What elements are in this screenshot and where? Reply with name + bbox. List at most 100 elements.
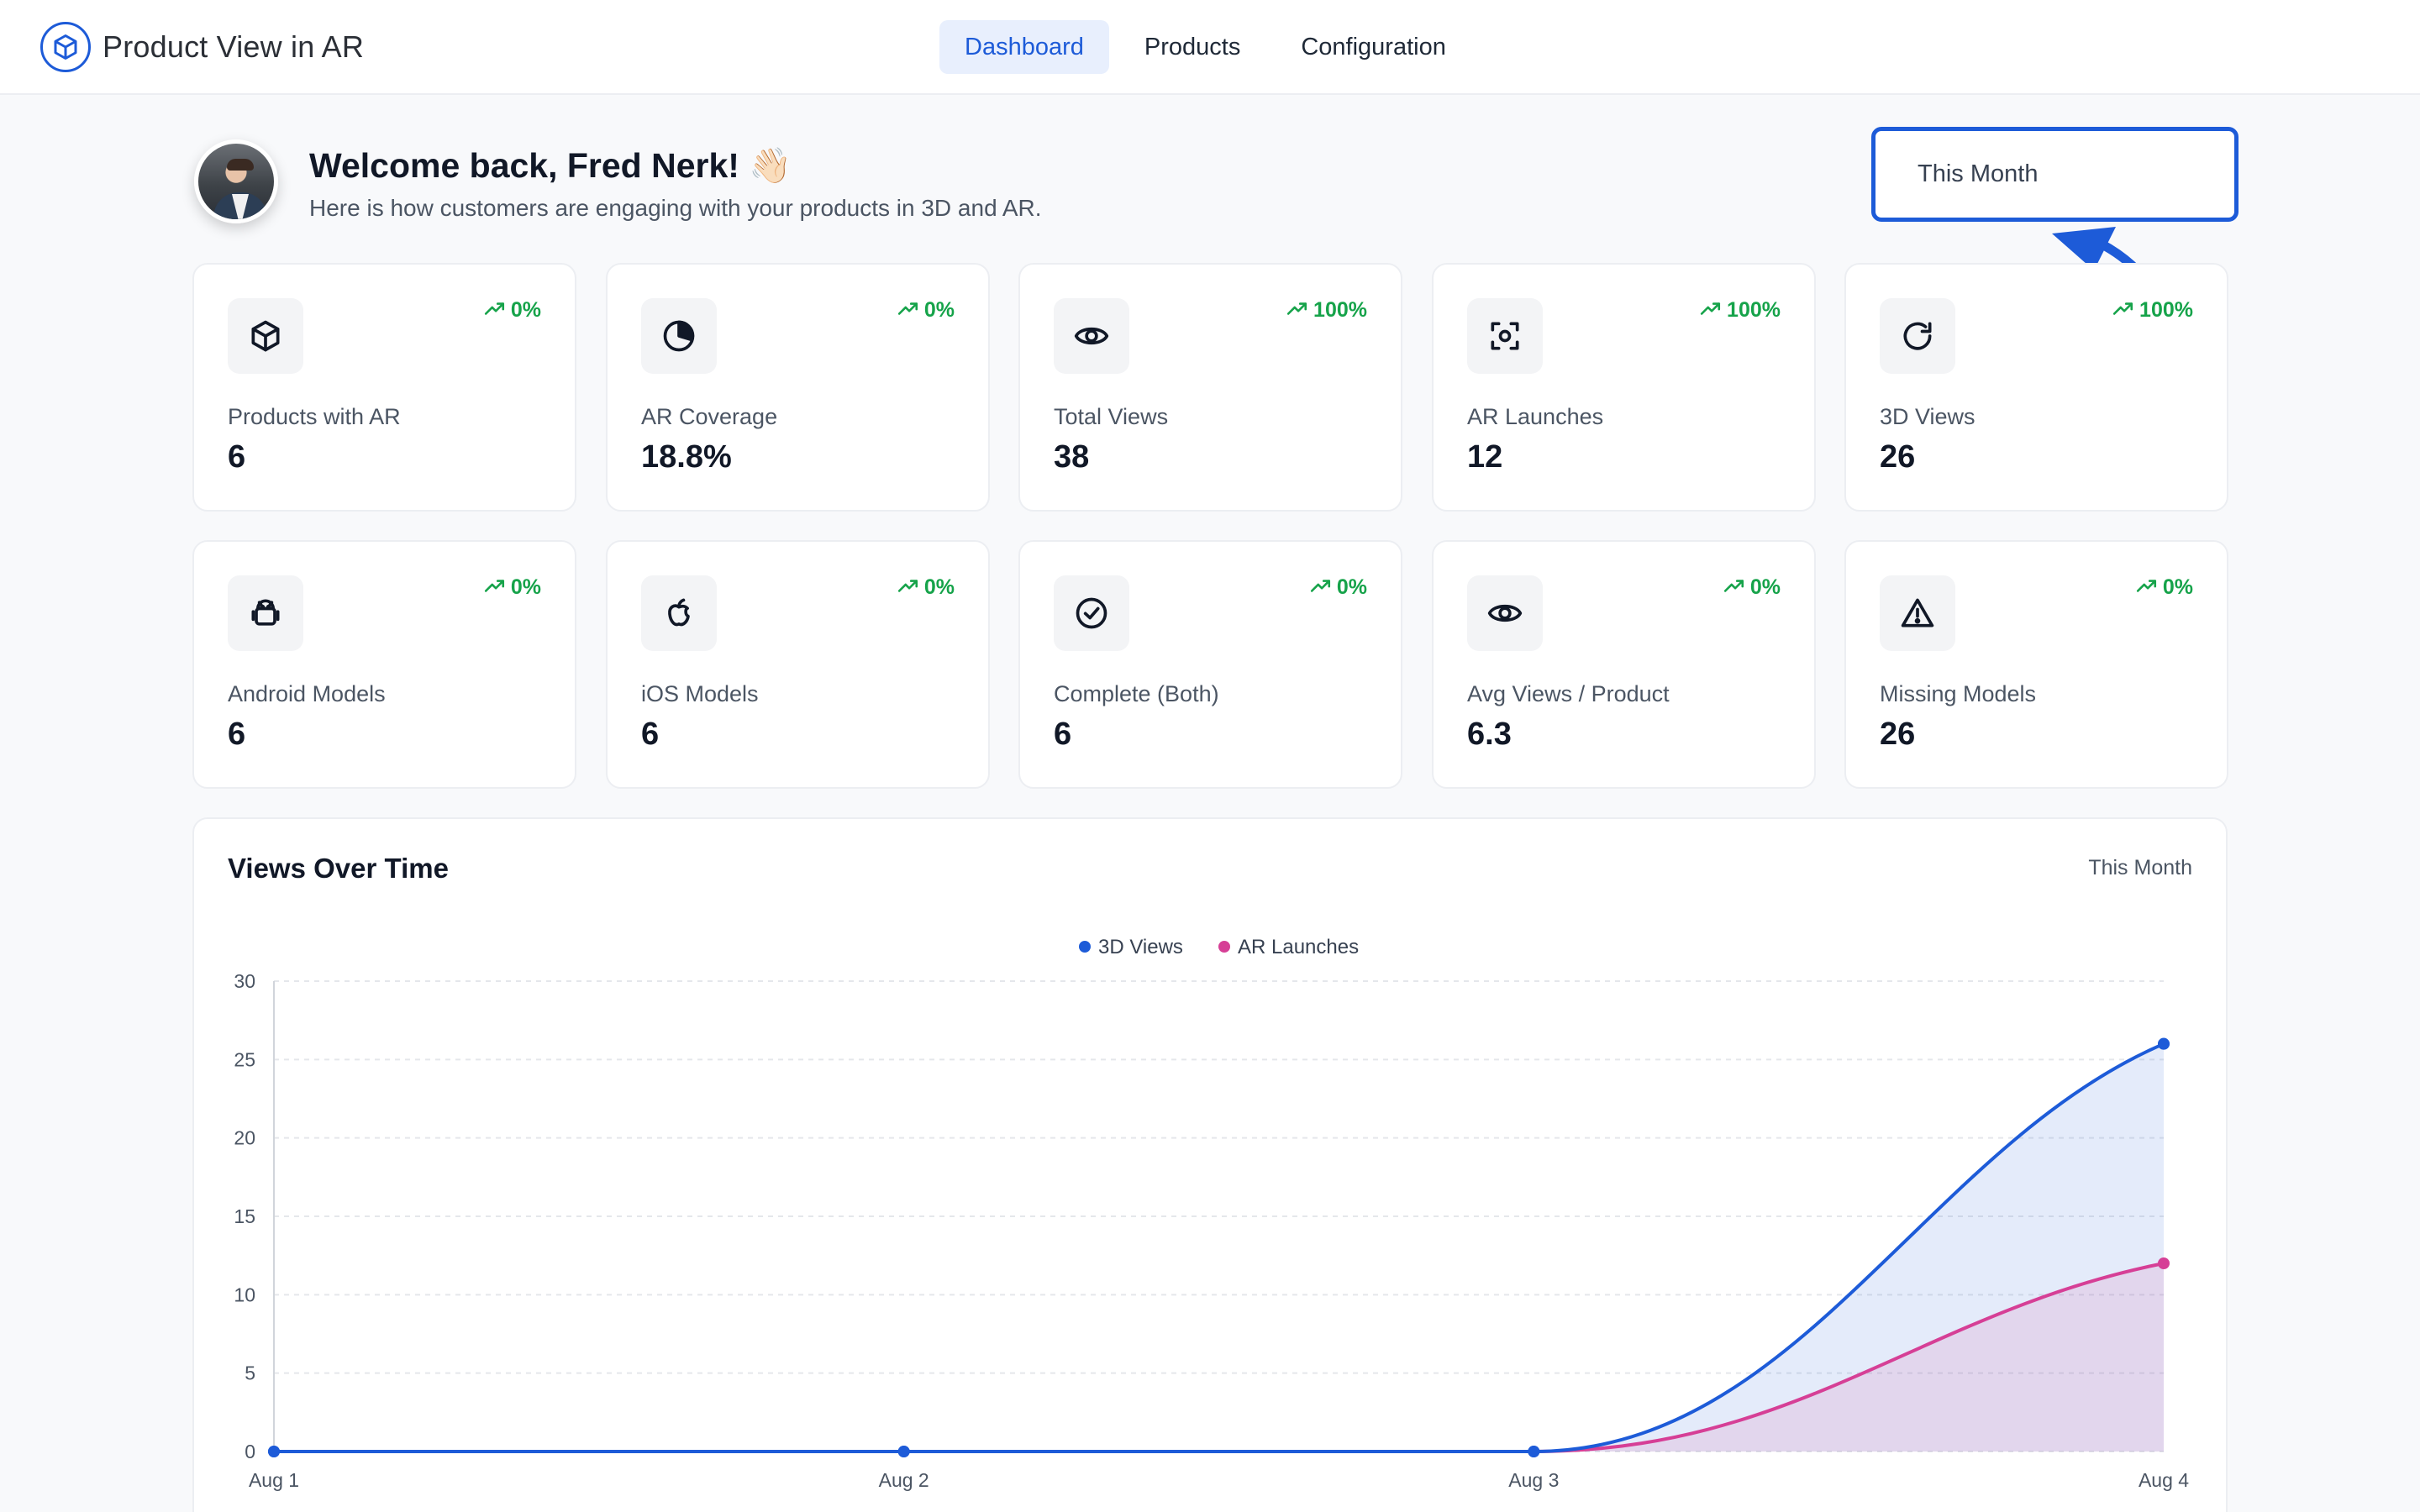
trend-value: 100% bbox=[1727, 298, 1781, 322]
trend-up-icon bbox=[484, 298, 511, 323]
stat-value: 38 bbox=[1054, 439, 1090, 475]
eye-icon bbox=[1467, 575, 1543, 651]
eye-icon bbox=[1054, 298, 1129, 374]
stat-label: Products with AR bbox=[228, 404, 401, 429]
app-title: Product View in AR bbox=[103, 29, 365, 64]
legend-marker bbox=[1079, 941, 1091, 953]
stat-label: 3D Views bbox=[1880, 404, 1975, 429]
trend-up-icon bbox=[897, 575, 924, 600]
trend-up-icon bbox=[484, 575, 511, 600]
date-range-select[interactable]: This Month bbox=[1871, 127, 2238, 222]
android-icon bbox=[228, 575, 303, 651]
views-over-time-card: Views Over Time This Month 0 5 10 15 20 25 30 A… bbox=[192, 817, 2228, 1512]
stat-card-ar-coverage: 0% AR Coverage 18.8% bbox=[606, 263, 990, 512]
cube-icon bbox=[228, 298, 303, 374]
top-bar: Product View in AR Dashboard Products Co… bbox=[0, 0, 2420, 95]
x-tick-label: Aug 1 bbox=[249, 1469, 299, 1491]
welcome-subtitle: Here is how customers are engaging with … bbox=[309, 195, 1042, 221]
stat-card-avg-views-product: 0% Avg Views / Product 6.3 bbox=[1432, 540, 1816, 789]
data-point bbox=[897, 1446, 910, 1457]
cube-logo-icon bbox=[40, 22, 91, 72]
trend-badge: 0% bbox=[897, 298, 955, 323]
stat-label: Missing Models bbox=[1880, 681, 2037, 706]
rotate-icon bbox=[1880, 298, 1955, 374]
scan-icon bbox=[1467, 298, 1543, 374]
trend-badge: 0% bbox=[1310, 575, 1367, 600]
data-point bbox=[2158, 1257, 2170, 1269]
stat-label: AR Launches bbox=[1467, 404, 1604, 429]
check-circle-icon bbox=[1054, 575, 1129, 651]
series-area-1 bbox=[274, 1263, 2164, 1452]
welcome-title: Welcome back, Fred Nerk! 👋🏻 bbox=[309, 146, 792, 185]
series-area-0 bbox=[274, 1043, 2164, 1452]
trend-value: 100% bbox=[2139, 298, 2193, 322]
trend-badge: 100% bbox=[2112, 298, 2193, 323]
stat-label: Avg Views / Product bbox=[1467, 681, 1670, 706]
stat-card-ar-launches: 100% AR Launches 12 bbox=[1432, 263, 1816, 512]
stat-card-complete-both: 0% Complete (Both) 6 bbox=[1018, 540, 1402, 789]
series-line-0 bbox=[274, 1042, 2165, 1453]
stat-label: Total Views bbox=[1054, 404, 1169, 429]
trend-badge: 0% bbox=[484, 298, 541, 323]
stat-value: 12 bbox=[1467, 439, 1503, 475]
pie-chart-icon bbox=[641, 298, 717, 374]
trend-badge: 100% bbox=[1286, 298, 1367, 323]
data-point bbox=[268, 1446, 280, 1457]
trend-value: 0% bbox=[923, 575, 955, 599]
stat-card-products-with-ar: 0% Products with AR 6 bbox=[192, 263, 576, 512]
trend-badge: 0% bbox=[2136, 575, 2193, 600]
brand[interactable]: Product View in AR bbox=[40, 21, 364, 73]
stat-label: AR Coverage bbox=[641, 404, 778, 429]
trend-value: 0% bbox=[2162, 575, 2193, 599]
nav-tab-products[interactable]: Products bbox=[1144, 33, 1241, 60]
stat-label: Android Models bbox=[228, 681, 386, 706]
trend-up-icon bbox=[1310, 575, 1337, 600]
stat-value: 6 bbox=[1054, 717, 1072, 752]
trend-up-icon bbox=[1286, 298, 1313, 323]
trend-up-icon bbox=[1723, 575, 1750, 600]
trend-badge: 0% bbox=[897, 575, 955, 600]
legend-label: AR Launches bbox=[1238, 936, 1359, 958]
stat-value: 6.3 bbox=[1467, 717, 1512, 752]
y-tick-label: 5 bbox=[245, 1362, 255, 1384]
stat-card-missing-models: 0% Missing Models 26 bbox=[1844, 540, 2228, 789]
stat-value: 6 bbox=[228, 717, 246, 752]
stat-value: 6 bbox=[228, 439, 246, 475]
x-tick-label: Aug 2 bbox=[879, 1469, 929, 1491]
stat-value: 26 bbox=[1880, 717, 1916, 752]
chart-range-label: This Month bbox=[2088, 856, 2192, 879]
stat-card-ios-models: 0% iOS Models 6 bbox=[606, 540, 990, 789]
legend-label: 3D Views bbox=[1098, 936, 1183, 958]
legend-marker bbox=[1218, 941, 1230, 953]
stat-label: Complete (Both) bbox=[1054, 681, 1219, 706]
stat-label: iOS Models bbox=[641, 681, 759, 706]
y-tick-label: 25 bbox=[234, 1048, 255, 1070]
x-tick-label: Aug 4 bbox=[2139, 1469, 2189, 1491]
data-point bbox=[2158, 1037, 2170, 1050]
y-tick-label: 15 bbox=[234, 1205, 255, 1227]
trend-up-icon bbox=[2112, 298, 2139, 323]
stat-value: 26 bbox=[1880, 439, 1916, 475]
data-point bbox=[1528, 1446, 1540, 1457]
trend-badge: 100% bbox=[1700, 298, 1781, 323]
x-tick-label: Aug 3 bbox=[1508, 1469, 1559, 1491]
trend-value: 0% bbox=[1749, 575, 1781, 599]
nav-tab-dashboard[interactable]: Dashboard bbox=[939, 20, 1109, 74]
trend-value: 0% bbox=[510, 298, 541, 322]
y-tick-label: 10 bbox=[234, 1284, 255, 1305]
stat-value: 18.8% bbox=[641, 439, 732, 475]
stat-card-total-views: 100% Total Views 38 bbox=[1018, 263, 1402, 512]
stat-card-android-models: 0% Android Models 6 bbox=[192, 540, 576, 789]
trend-value: 0% bbox=[510, 575, 541, 599]
trend-badge: 0% bbox=[484, 575, 541, 600]
y-tick-label: 0 bbox=[245, 1441, 255, 1462]
nav-tab-configuration[interactable]: Configuration bbox=[1301, 33, 1446, 60]
warning-icon bbox=[1880, 575, 1955, 651]
chart-title: Views Over Time bbox=[228, 853, 449, 884]
stat-card-3d-views: 100% 3D Views 26 bbox=[1844, 263, 2228, 512]
y-tick-label: 20 bbox=[234, 1127, 255, 1149]
apple-icon bbox=[641, 575, 717, 651]
trend-up-icon bbox=[897, 298, 924, 323]
avatar[interactable] bbox=[194, 139, 278, 223]
trend-up-icon bbox=[2136, 575, 2163, 600]
